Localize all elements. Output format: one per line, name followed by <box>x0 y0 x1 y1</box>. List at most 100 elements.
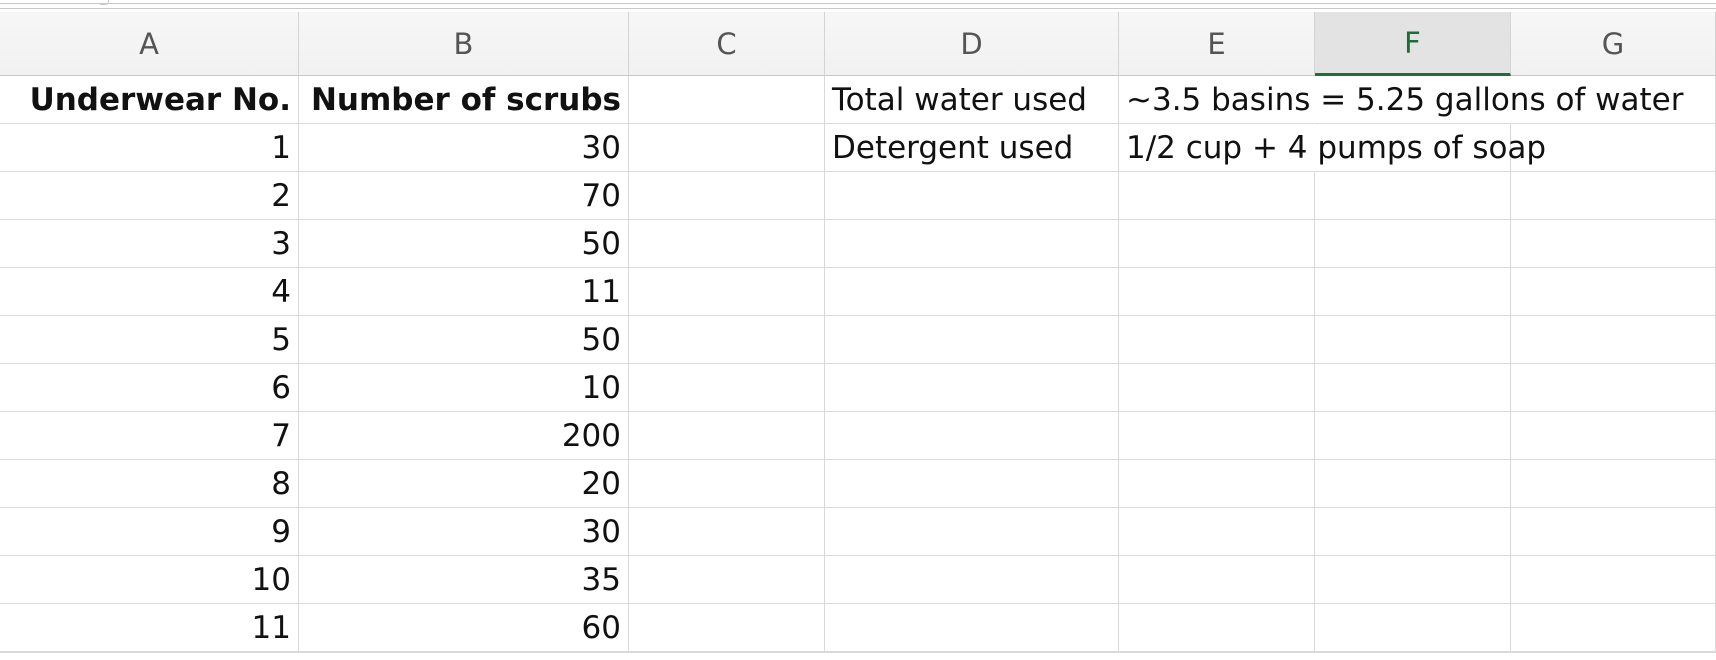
cell-f9[interactable] <box>1315 460 1511 508</box>
cell-g4[interactable] <box>1511 220 1716 268</box>
cell-e5[interactable] <box>1119 268 1315 316</box>
cell-f12[interactable] <box>1315 604 1511 652</box>
cell-d1[interactable]: Total water used <box>825 76 1119 124</box>
cell-b1[interactable]: Number of scrubs <box>299 76 629 124</box>
cell-b8[interactable]: 200 <box>299 412 629 460</box>
cell-a1[interactable]: Underwear No. <box>0 76 299 124</box>
cell-b5[interactable]: 11 <box>299 268 629 316</box>
cell-a5[interactable]: 4 <box>0 268 299 316</box>
cell-b11[interactable]: 35 <box>299 556 629 604</box>
cell-c4[interactable] <box>629 220 825 268</box>
cell-c2[interactable] <box>629 124 825 172</box>
cell-f3[interactable] <box>1315 172 1511 220</box>
cell-c13[interactable] <box>629 652 825 653</box>
cell-e11[interactable] <box>1119 556 1315 604</box>
cell-d7[interactable] <box>825 364 1119 412</box>
cell-g13[interactable] <box>1511 652 1716 653</box>
cell-d12[interactable] <box>825 604 1119 652</box>
cell-e7[interactable] <box>1119 364 1315 412</box>
cell-b3[interactable]: 70 <box>299 172 629 220</box>
column-header-g[interactable]: G <box>1511 12 1716 76</box>
cell-d2[interactable]: Detergent used <box>825 124 1119 172</box>
cell-g10[interactable] <box>1511 508 1716 556</box>
cell-a6[interactable]: 5 <box>0 316 299 364</box>
cell-f1[interactable] <box>1315 76 1511 124</box>
scrubs-value: 30 <box>581 129 621 166</box>
cell-e8[interactable] <box>1119 412 1315 460</box>
cell-d11[interactable] <box>825 556 1119 604</box>
cell-d8[interactable] <box>825 412 1119 460</box>
cell-b2[interactable]: 30 <box>299 124 629 172</box>
cell-c8[interactable] <box>629 412 825 460</box>
cell-g3[interactable] <box>1511 172 1716 220</box>
underwear-no-value: 1 <box>271 129 291 166</box>
cell-c10[interactable] <box>629 508 825 556</box>
cell-b12[interactable]: 60 <box>299 604 629 652</box>
active-cell-f13[interactable] <box>1315 652 1511 653</box>
cell-c3[interactable] <box>629 172 825 220</box>
cell-a9[interactable]: 8 <box>0 460 299 508</box>
cell-d5[interactable] <box>825 268 1119 316</box>
cell-e2[interactable]: 1/2 cup + 4 pumps of soap <box>1119 124 1546 172</box>
cell-d6[interactable] <box>825 316 1119 364</box>
cell-b7[interactable]: 10 <box>299 364 629 412</box>
cell-d13[interactable] <box>825 652 1119 653</box>
column-header-a[interactable]: A <box>0 12 299 76</box>
cell-g6[interactable] <box>1511 316 1716 364</box>
cell-a3[interactable]: 2 <box>0 172 299 220</box>
cell-d3[interactable] <box>825 172 1119 220</box>
cell-e9[interactable] <box>1119 460 1315 508</box>
cell-e3[interactable] <box>1119 172 1315 220</box>
cell-g11[interactable] <box>1511 556 1716 604</box>
cell-c1[interactable] <box>629 76 825 124</box>
column-header-f[interactable]: F <box>1315 12 1511 76</box>
cell-g9[interactable] <box>1511 460 1716 508</box>
column-header-e[interactable]: E <box>1119 12 1315 76</box>
cell-g12[interactable] <box>1511 604 1716 652</box>
cell-e1[interactable]: ~3.5 basins = 5.25 gallons of water <box>1119 76 1684 124</box>
cell-d9[interactable] <box>825 460 1119 508</box>
cell-d4[interactable] <box>825 220 1119 268</box>
total-water-value: ~3.5 basins = 5.25 gallons of water <box>1126 81 1684 118</box>
cell-c12[interactable] <box>629 604 825 652</box>
cell-f2[interactable] <box>1315 124 1511 172</box>
cell-f6[interactable] <box>1315 316 1511 364</box>
cell-e4[interactable] <box>1119 220 1315 268</box>
cell-a13[interactable] <box>0 652 299 653</box>
cell-g8[interactable] <box>1511 412 1716 460</box>
cell-a2[interactable]: 1 <box>0 124 299 172</box>
underwear-no-value: 5 <box>271 321 291 358</box>
column-header-d[interactable]: D <box>825 12 1119 76</box>
cell-a7[interactable]: 6 <box>0 364 299 412</box>
cell-c5[interactable] <box>629 268 825 316</box>
cell-f8[interactable] <box>1315 412 1511 460</box>
cell-a12[interactable]: 11 <box>0 604 299 652</box>
cell-d10[interactable] <box>825 508 1119 556</box>
cell-e10[interactable] <box>1119 508 1315 556</box>
cell-f10[interactable] <box>1315 508 1511 556</box>
cell-a10[interactable]: 9 <box>0 508 299 556</box>
cell-a11[interactable]: 10 <box>0 556 299 604</box>
cell-f7[interactable] <box>1315 364 1511 412</box>
cell-c7[interactable] <box>629 364 825 412</box>
cell-e12[interactable] <box>1119 604 1315 652</box>
cell-g5[interactable] <box>1511 268 1716 316</box>
cell-a8[interactable]: 7 <box>0 412 299 460</box>
cell-f4[interactable] <box>1315 220 1511 268</box>
cell-b9[interactable]: 20 <box>299 460 629 508</box>
cell-c11[interactable] <box>629 556 825 604</box>
column-header-c[interactable]: C <box>629 12 825 76</box>
cell-g7[interactable] <box>1511 364 1716 412</box>
column-header-b[interactable]: B <box>299 12 629 76</box>
cell-f5[interactable] <box>1315 268 1511 316</box>
cell-b4[interactable]: 50 <box>299 220 629 268</box>
cell-b6[interactable]: 50 <box>299 316 629 364</box>
cell-a4[interactable]: 3 <box>0 220 299 268</box>
cell-f11[interactable] <box>1315 556 1511 604</box>
cell-c6[interactable] <box>629 316 825 364</box>
cell-b10[interactable]: 30 <box>299 508 629 556</box>
cell-b13[interactable] <box>299 652 629 653</box>
cell-e6[interactable] <box>1119 316 1315 364</box>
cell-c9[interactable] <box>629 460 825 508</box>
cell-e13[interactable] <box>1119 652 1315 653</box>
